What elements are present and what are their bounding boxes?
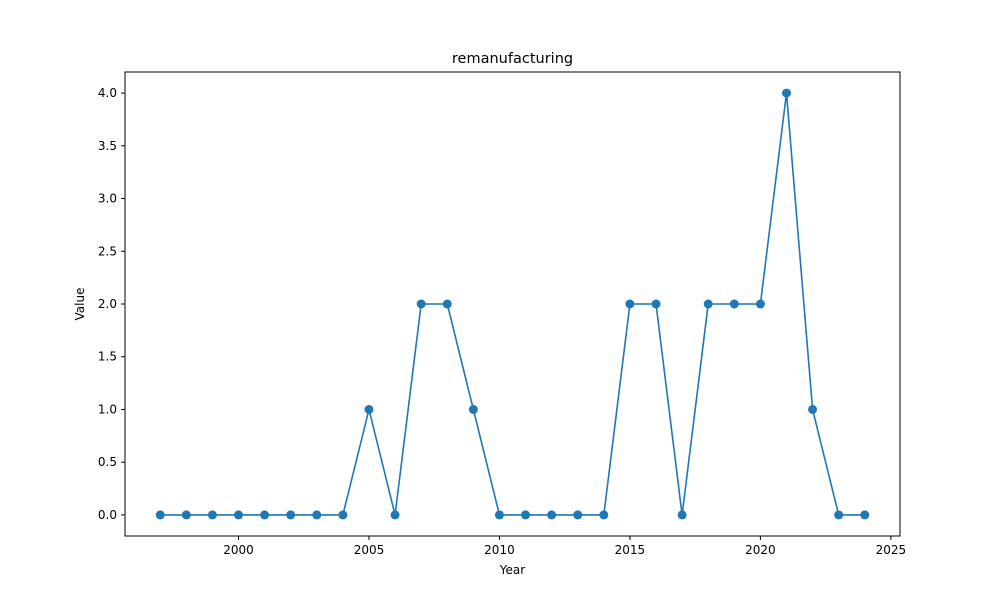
y-axis: 0.0 0.5 1.0 1.5 2.0 2.5 3.0 3.5 4.0 [98,86,125,522]
y-tick-label: 4.0 [98,86,117,100]
y-tick-label: 1.5 [98,350,117,364]
x-tick-label: 2020 [745,543,776,557]
data-point [338,510,348,520]
data-point [703,299,713,309]
x-tick-label: 2025 [876,543,907,557]
x-tick-label: 2010 [484,543,515,557]
data-point [312,510,322,520]
data-point [234,510,244,520]
data-point [573,510,583,520]
y-tick-label: 1.0 [98,402,117,416]
data-point [860,510,870,520]
y-tick-label: 2.5 [98,244,117,258]
data-point [494,510,504,520]
data-point [468,404,478,414]
data-point [207,510,217,520]
plot-content [155,88,870,520]
data-point [181,510,191,520]
data-point [729,299,739,309]
data-point [155,510,165,520]
data-point [677,510,687,520]
data-point [651,299,661,309]
data-point [442,299,452,309]
data-point [260,510,270,520]
data-point [521,510,531,520]
x-tick-label: 2015 [615,543,646,557]
data-point [547,510,557,520]
series-line [160,92,865,516]
x-axis-label: Year [499,563,525,577]
x-tick-label: 2005 [354,543,385,557]
data-point [416,299,426,309]
y-tick-label: 3.0 [98,192,117,206]
chart-title: remanufacturing [452,51,573,67]
data-point [390,510,400,520]
y-tick-label: 0.5 [98,455,117,469]
data-point [364,404,374,414]
data-point [599,510,609,520]
data-point [755,299,765,309]
x-tick-label: 2000 [223,543,254,557]
data-point [834,510,844,520]
x-axis: 2000 2005 2010 2015 2020 2025 [223,536,906,557]
data-point [808,404,818,414]
y-tick-label: 3.5 [98,139,117,153]
y-tick-label: 2.0 [98,297,117,311]
data-point [286,510,296,520]
y-tick-label: 0.0 [98,508,117,522]
data-point [625,299,635,309]
data-point [781,88,791,98]
y-axis-label: Value [73,288,87,321]
